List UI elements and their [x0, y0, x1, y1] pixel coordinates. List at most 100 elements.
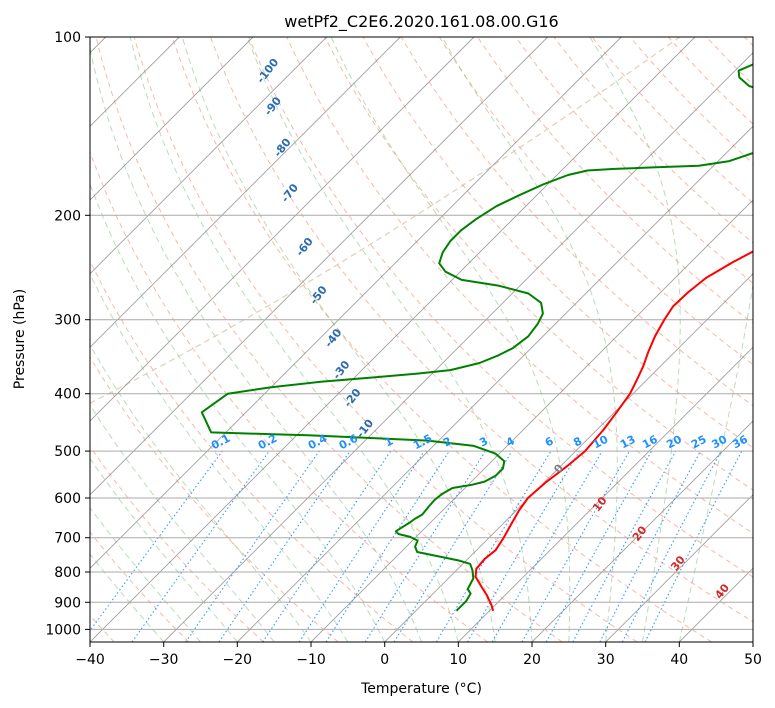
isotherm [531, 420, 753, 642]
mixing-ratio-line [131, 450, 270, 642]
mixing-ratio-line [262, 450, 392, 642]
dry-adiabat [553, 37, 753, 244]
x-tick-label: 20 [523, 652, 541, 668]
dry-adiabat [90, 356, 339, 642]
x-tick-label: 30 [597, 652, 615, 668]
x-tick-label: 0 [380, 652, 389, 668]
isotherm [163, 52, 753, 642]
dry-adiabat [95, 37, 563, 642]
moist-adiabat [181, 37, 496, 642]
x-tick-label: −30 [149, 652, 179, 668]
mixing-ratio-line [298, 450, 425, 642]
temperature-line [474, 250, 753, 612]
dry-adiabat [286, 37, 753, 534]
y-axis-label: Pressure (hPa) [12, 289, 28, 389]
moist-adiabat [90, 45, 422, 642]
moist-adiabat [441, 37, 618, 642]
mixing-ratio-line [325, 450, 450, 642]
dry-adiabat [90, 445, 264, 642]
mixing-ratio-label: 16 [640, 433, 660, 452]
dry-adiabat-label: -20 [341, 386, 364, 410]
mixing-ratio-label: 36 [730, 433, 750, 452]
dry-adiabat [591, 37, 753, 204]
y-tick-label: 700 [54, 531, 81, 547]
mixing-ratio-label: 20 [664, 433, 684, 452]
moist-adiabat [589, 37, 681, 642]
y-tick-label: 1000 [45, 622, 81, 638]
reference-curve [90, 37, 681, 404]
x-tick-label: 50 [744, 652, 762, 668]
isotherm [752, 641, 753, 642]
moist-adiabat [90, 457, 238, 642]
isotherm [605, 494, 753, 642]
x-axis-label: Temperature (°C) [360, 681, 482, 697]
moist-adiabat [90, 272, 349, 642]
dry-adiabat-label: -40 [322, 326, 345, 350]
moist-adiabat [678, 281, 753, 642]
mixing-ratio-line [599, 450, 701, 642]
mixing-ratio-label: 0.1 [209, 432, 232, 453]
isotherm [90, 37, 696, 642]
mixing-ratio-line [364, 450, 486, 642]
x-axis: −40 −30 −20 −10 0 10 20 30 40 50 [75, 642, 762, 668]
mixing-ratio-label: 1.5 [411, 432, 434, 453]
moist-adiabat [90, 404, 275, 642]
mixing-ratio-line [521, 450, 630, 642]
dry-adiabat-label: -30 [330, 358, 353, 382]
series-layer [200, 63, 753, 612]
y-tick-label: 900 [54, 595, 81, 611]
plot-frame [89, 36, 754, 643]
dry-adiabat-label: 30 [668, 553, 688, 573]
x-tick-label: −40 [75, 652, 105, 668]
mixing-ratio-line [435, 450, 552, 642]
chart-title: wetPf2_C2E6.2020.161.08.00.G16 [284, 12, 558, 32]
dry-adiabat-label: -100 [254, 56, 281, 86]
moist-adiabat [246, 37, 533, 642]
moist-adiabat [90, 182, 386, 642]
mixing-ratio-label: 8 [571, 434, 584, 449]
y-tick-label: 600 [54, 491, 81, 507]
mixing-ratio-line [393, 450, 513, 642]
dry-adiabat-label: -50 [307, 283, 330, 307]
isotherm [236, 125, 753, 642]
mixing-ratio-label: 25 [689, 433, 709, 452]
y-tick-label: 300 [54, 313, 81, 329]
mixing-ratio-label: 1 [383, 434, 396, 449]
mixing-ratio-label: 10 [591, 433, 611, 452]
isotherm [90, 37, 328, 275]
x-tick-label: −20 [223, 652, 253, 668]
y-tick-label: 800 [54, 565, 81, 581]
dry-adiabat [210, 37, 753, 623]
mixing-ratio-line [218, 450, 351, 642]
mixing-ratio-line [572, 450, 677, 642]
moist-adiabat [90, 343, 312, 642]
isotherm [678, 567, 753, 642]
dry-adiabat [324, 37, 753, 491]
isotherm [384, 273, 753, 642]
dewpoint-line [200, 63, 753, 612]
y-tick-label: 200 [54, 208, 81, 224]
moist-adiabat [90, 506, 201, 642]
y-tick-label: 500 [54, 444, 81, 460]
dry-adiabat-label: -60 [293, 235, 316, 259]
grid-layer [90, 37, 753, 642]
dry-adiabat-label: 10 [590, 494, 610, 514]
y-tick-label: 100 [54, 30, 81, 46]
y-axis: 100 200 300 400 500 600 700 800 900 1000 [45, 30, 90, 638]
dry-adiabat [668, 37, 753, 125]
moist-adiabat [129, 37, 459, 642]
dry-adiabat [400, 37, 753, 407]
isotherm [457, 346, 753, 642]
y-tick-label: 400 [54, 387, 81, 403]
moist-adiabat [330, 37, 571, 642]
dry-adiabat [438, 37, 753, 366]
isotherm [90, 37, 549, 496]
isotherm [90, 37, 401, 348]
dry-adiabat [90, 259, 414, 642]
dry-adiabat [706, 37, 753, 86]
mixing-ratio-label: 30 [710, 433, 730, 452]
mixing-ratio-label: 6 [543, 434, 556, 449]
dry-adiabat [515, 37, 753, 284]
x-tick-label: 10 [449, 652, 467, 668]
